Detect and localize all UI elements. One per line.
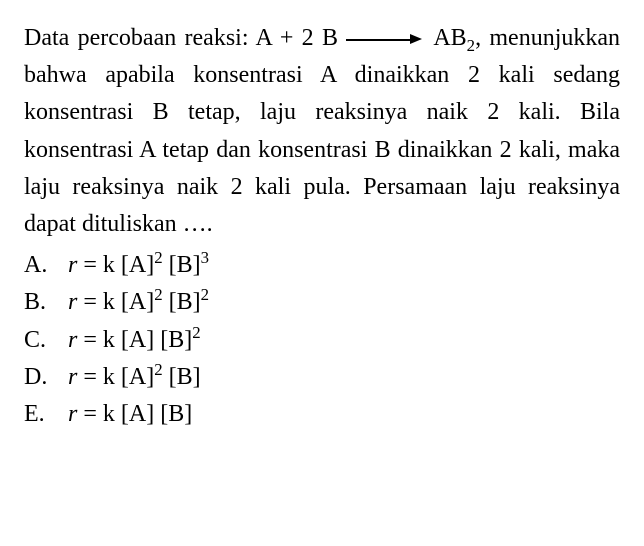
reaction-arrow-icon	[346, 27, 426, 51]
option-formula: r = k [A]2 [B]2	[68, 284, 209, 321]
bracket-b: [B]	[169, 252, 201, 278]
exp-a: 2	[154, 248, 162, 267]
bracket-b: [B]	[169, 289, 201, 315]
var-r: r	[68, 327, 77, 353]
option-formula: r = k [A]2 [B]	[68, 359, 201, 396]
var-r: r	[68, 401, 77, 427]
bracket-a: [A]	[121, 252, 154, 278]
question-body: menunjukkan bahwa apabila konsentrasi A …	[24, 25, 620, 237]
option-b: B. r = k [A]2 [B]2	[24, 284, 620, 321]
bracket-b: [B]	[160, 401, 192, 427]
bracket-b: [B]	[160, 327, 192, 353]
option-d: D. r = k [A]2 [B]	[24, 359, 620, 396]
option-formula: r = k [A]2 [B]3	[68, 247, 209, 284]
question-line1-sub: 2	[467, 36, 475, 55]
option-formula: r = k [A] [B]2	[68, 322, 201, 359]
const-k: k	[103, 289, 121, 315]
const-k: k	[103, 364, 121, 390]
var-r: r	[68, 252, 77, 278]
const-k: k	[103, 252, 121, 278]
option-formula: r = k [A] [B]	[68, 396, 192, 433]
equals: =	[77, 252, 103, 278]
bracket-a: [A]	[121, 289, 154, 315]
equals: =	[77, 289, 103, 315]
option-letter: E.	[24, 396, 68, 433]
option-e: E. r = k [A] [B]	[24, 396, 620, 433]
bracket-b: [B]	[169, 364, 201, 390]
var-r: r	[68, 364, 77, 390]
exp-b: 2	[192, 323, 200, 342]
bracket-a: [A]	[121, 401, 154, 427]
equals: =	[77, 401, 103, 427]
const-k: k	[103, 327, 121, 353]
question-line1-suffix: AB	[426, 25, 466, 51]
option-c: C. r = k [A] [B]2	[24, 322, 620, 359]
question-line1-prefix: Data percobaan reaksi: A + 2 B	[24, 25, 346, 51]
equals: =	[77, 364, 103, 390]
var-r: r	[68, 289, 77, 315]
options-list: A. r = k [A]2 [B]3 B. r = k [A]2 [B]2 C.…	[24, 247, 620, 433]
option-a: A. r = k [A]2 [B]3	[24, 247, 620, 284]
question-text: Data percobaan reaksi: A + 2 B AB2, menu…	[24, 20, 620, 243]
bracket-a: [A]	[121, 327, 154, 353]
bracket-a: [A]	[121, 364, 154, 390]
option-letter: A.	[24, 247, 68, 284]
question-line1-end: ,	[475, 25, 481, 51]
exp-a: 2	[154, 285, 162, 304]
exp-b: 3	[201, 248, 209, 267]
exp-b: 2	[201, 285, 209, 304]
option-letter: C.	[24, 322, 68, 359]
equals: =	[77, 327, 103, 353]
exp-a: 2	[154, 360, 162, 379]
option-letter: D.	[24, 359, 68, 396]
option-letter: B.	[24, 284, 68, 321]
const-k: k	[103, 401, 121, 427]
